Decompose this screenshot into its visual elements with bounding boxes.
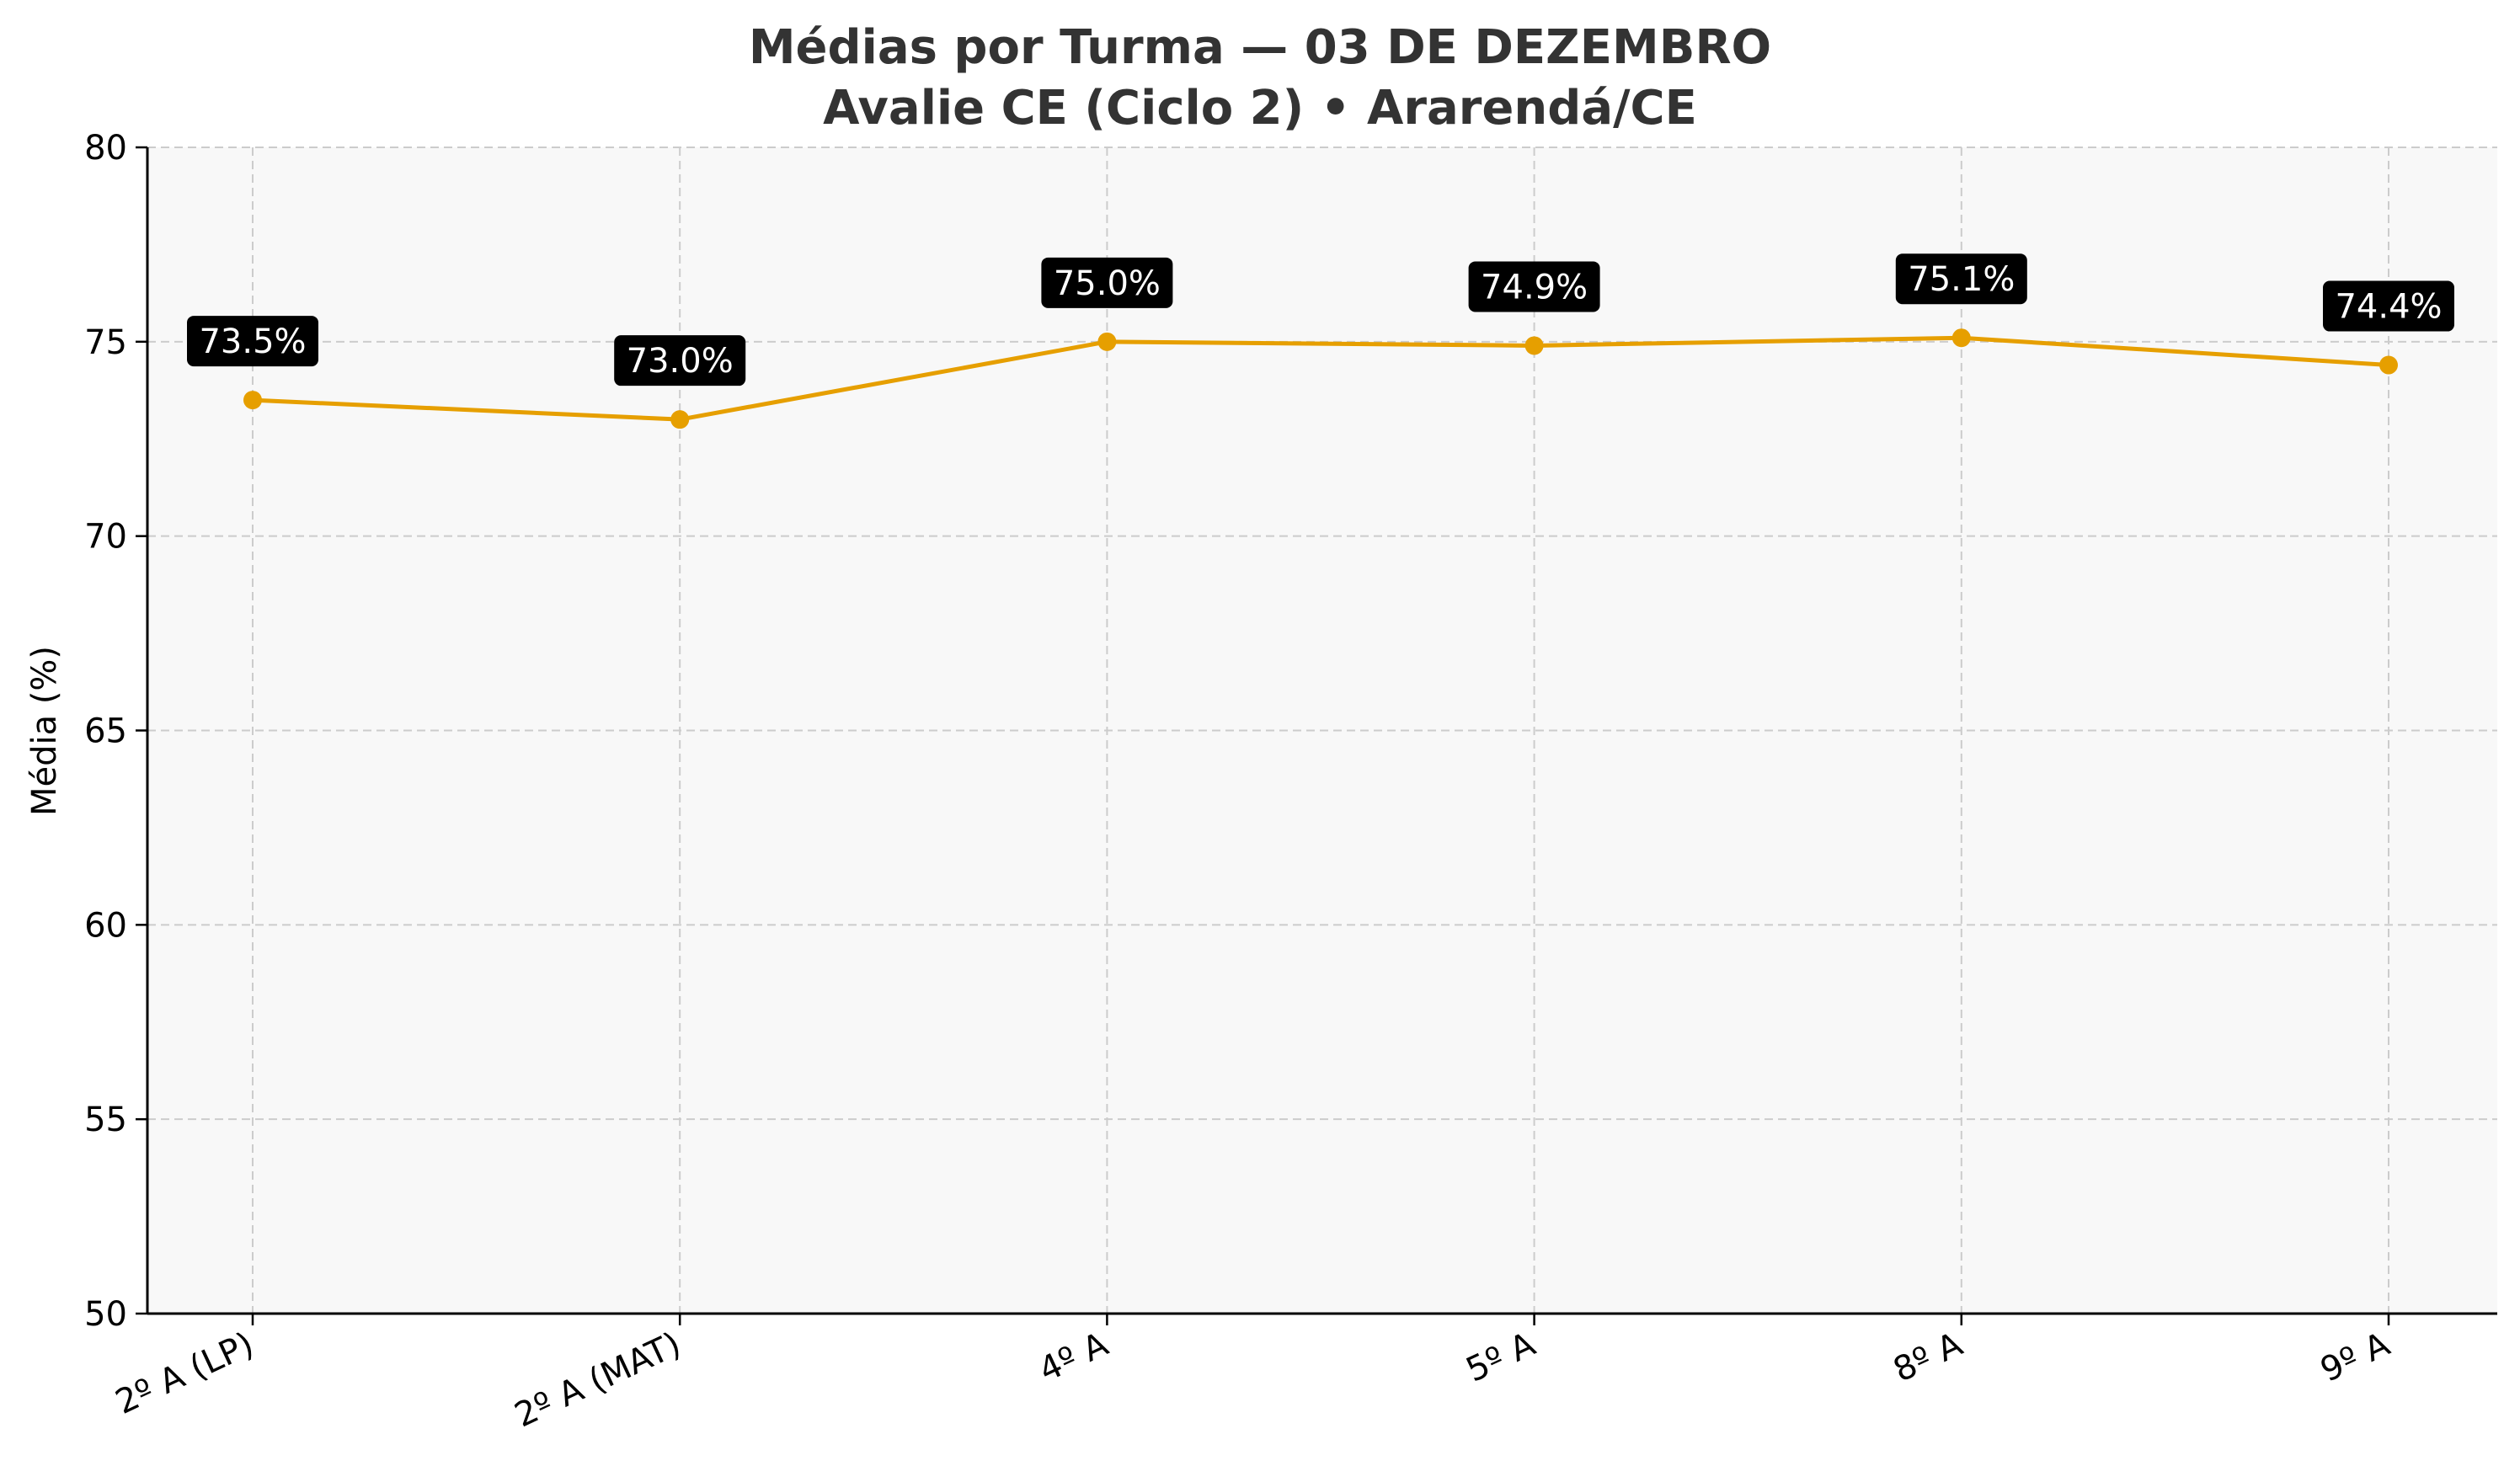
y-tick-label: 60 [84,906,127,945]
data-point [243,391,262,410]
data-label: 73.5% [199,323,306,361]
data-label-box [1895,253,2027,305]
data-label-box [614,335,746,386]
data-point [1524,336,1544,355]
data-label-box [187,316,318,367]
data-label: 75.1% [1908,260,2015,299]
y-tick-label: 50 [84,1295,127,1334]
data-label: 74.4% [2335,288,2442,327]
data-point [670,410,690,429]
y-tick-label: 75 [84,323,127,362]
data-point [1097,332,1117,351]
chart-title-line2: Avalie CE (Ciclo 2) • Ararendá/CE [823,81,1697,136]
y-tick-label: 70 [84,518,127,557]
data-point [2379,355,2398,375]
series-line-group [243,328,2398,429]
data-label-box [1468,261,1600,312]
y-tick-label: 55 [84,1101,127,1139]
y-axis-ticks: 50 55 60 65 70 75 80 [84,129,147,1334]
data-label-box [1041,257,1173,308]
data-point [1951,328,1971,348]
series-line [252,335,2389,422]
data-label: 74.9% [1481,268,1588,307]
y-tick-label: 65 [84,712,127,751]
chart-title-line1: Médias por Turma — 03 DE DEZEMBRO [749,20,1771,75]
data-label: 73.0% [627,342,734,381]
grid-lines [147,147,2497,1314]
data-label: 75.0% [1054,264,1161,303]
y-tick-label: 80 [84,129,127,168]
data-label-box [2323,280,2454,332]
y-axis-label: Média (%) [25,646,64,816]
data-labels: 73.5% 73.0% 75.0% 74.9% 75.1% 74.4% [187,253,2454,386]
